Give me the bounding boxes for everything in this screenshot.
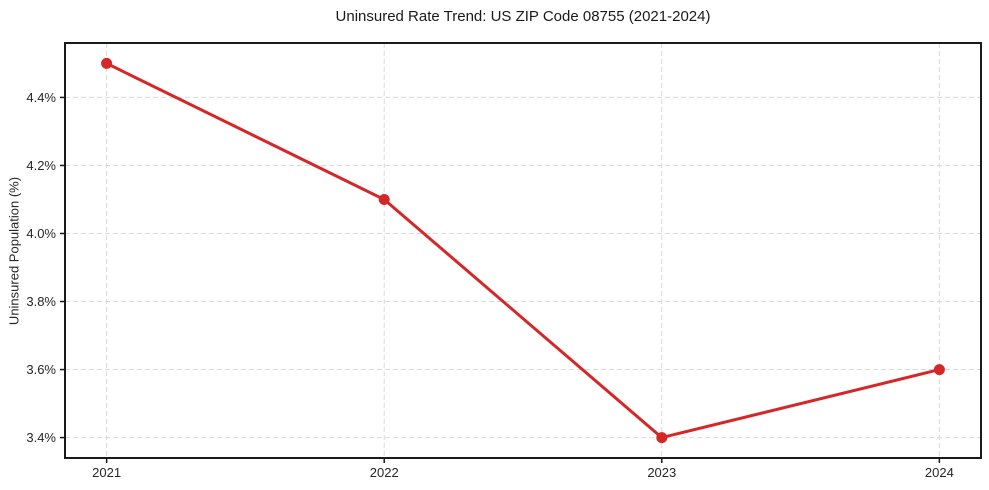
trend-line — [105, 61, 941, 440]
y-tick-label: 4.4% — [26, 90, 56, 105]
y-tick-label: 4.0% — [26, 226, 56, 241]
y-tick-label: 3.8% — [26, 294, 56, 309]
y-tick-label: 3.6% — [26, 362, 56, 377]
y-tick-label: 3.4% — [26, 430, 56, 445]
x-tick-label: 2021 — [92, 465, 121, 480]
data-point-marker — [101, 57, 113, 69]
x-tick-label: 2023 — [647, 465, 676, 480]
data-point-marker — [933, 364, 945, 376]
x-tick-label: 2022 — [370, 465, 399, 480]
x-tick-label: 2024 — [925, 465, 954, 480]
data-point-marker — [378, 194, 390, 205]
y-tick-label: 4.2% — [26, 158, 56, 173]
data-point-marker — [656, 432, 668, 444]
axis-spines — [64, 42, 982, 459]
chart-title: Uninsured Rate Trend: US ZIP Code 08755 … — [335, 8, 711, 25]
